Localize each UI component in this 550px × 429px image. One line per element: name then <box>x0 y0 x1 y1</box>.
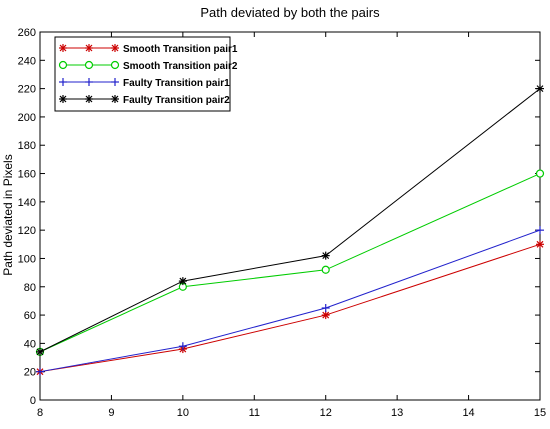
y-tick-label: 100 <box>18 253 36 265</box>
x-tick-label: 15 <box>534 407 546 419</box>
y-tick-label: 20 <box>24 367 36 379</box>
data-point <box>535 169 545 178</box>
data-point <box>536 240 544 249</box>
legend-marker <box>59 44 67 52</box>
x-tick-label: 11 <box>249 407 260 419</box>
data-point <box>536 226 544 235</box>
chart-title: Path deviated by both the pairs <box>200 5 380 20</box>
legend-label: Faulty Transition pair2 <box>123 95 230 106</box>
series-line <box>39 229 541 373</box>
legend-marker <box>59 78 67 86</box>
series-4 <box>36 84 544 356</box>
data-point <box>536 84 544 93</box>
y-tick-label: 40 <box>24 338 36 350</box>
data-point <box>178 277 187 286</box>
legend-item: Faulty Transition pair2 <box>59 95 230 106</box>
legend: Smooth Transition pair1 Smooth Transition… <box>54 36 238 112</box>
data-point <box>36 367 44 376</box>
x-tick-label: 13 <box>391 407 403 419</box>
series-3 <box>36 226 544 376</box>
legend-marker <box>85 95 93 103</box>
x-tick-label: 12 <box>320 407 332 419</box>
series-2 <box>35 169 545 356</box>
legend-item: Smooth Transition pair1 <box>59 44 238 55</box>
axes: 8 9 10 11 12 13 14 15 0 20 40 60 80 100 120 140 160 180 20… <box>18 27 546 419</box>
legend-item: Smooth Transition pair2 <box>58 60 238 72</box>
y-tick-label: 60 <box>24 310 36 322</box>
series-line <box>39 173 541 353</box>
y-tick-label: 0 <box>30 395 36 407</box>
x-tick-label: 10 <box>177 407 189 419</box>
legend-label: Smooth Transition pair1 <box>123 44 238 55</box>
data-point <box>321 304 330 312</box>
legend-marker <box>58 60 68 70</box>
data-point <box>321 311 330 320</box>
plot-frame <box>39 31 541 401</box>
legend-marker <box>85 78 93 86</box>
x-tick-label: 8 <box>37 407 43 419</box>
legend-marker <box>110 60 120 70</box>
legend-marker <box>85 44 93 52</box>
legend-label: Faulty Transition pair1 <box>123 78 230 89</box>
legend-item: Faulty Transition pair1 <box>59 78 230 89</box>
data-point <box>321 265 330 274</box>
series-line <box>39 243 541 373</box>
x-tick-label: 9 <box>108 407 114 419</box>
y-tick-label: 260 <box>18 27 36 39</box>
data-point <box>321 251 330 260</box>
legend-label: Smooth Transition pair2 <box>123 61 238 72</box>
y-tick-label: 160 <box>18 169 36 181</box>
y-tick-label: 80 <box>24 282 36 294</box>
y-axis-label: Path deviated in Pixels <box>1 154 15 275</box>
series-layer <box>35 84 545 376</box>
data-point <box>36 347 44 356</box>
y-tick-label: 120 <box>18 225 36 237</box>
y-tick-label: 180 <box>18 140 36 152</box>
y-tick-label: 240 <box>18 55 36 67</box>
series-line <box>39 88 541 353</box>
y-tick-label: 140 <box>18 197 36 209</box>
legend-marker <box>111 95 119 103</box>
legend-marker <box>111 78 119 86</box>
legend-marker <box>111 44 119 52</box>
data-point <box>178 342 187 351</box>
y-tick-label: 200 <box>18 112 36 124</box>
series-1 <box>36 240 544 376</box>
x-tick-label: 14 <box>462 407 474 419</box>
legend-marker <box>59 95 67 103</box>
y-tick-label: 220 <box>18 84 36 96</box>
legend-marker <box>84 60 94 70</box>
